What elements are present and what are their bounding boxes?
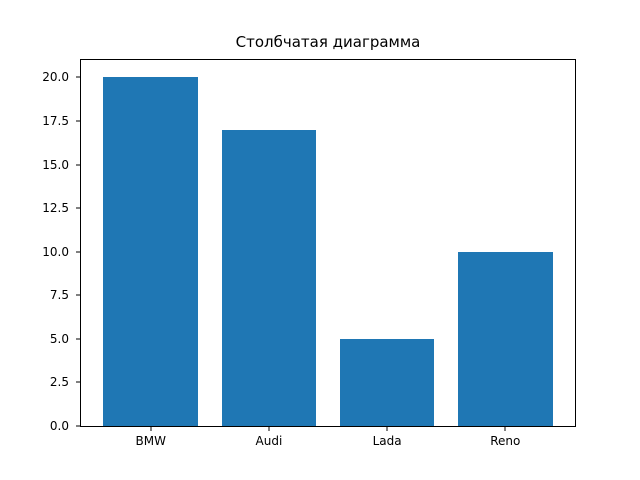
y-tick-label: 15.0 xyxy=(42,157,69,172)
y-tick-label: 5.0 xyxy=(49,331,69,346)
y-tick-label: 0.0 xyxy=(49,419,69,433)
y-tick-mark xyxy=(76,76,80,78)
x-tick-mark xyxy=(504,427,506,431)
y-tick-mark xyxy=(76,381,80,383)
y-tick-mark xyxy=(76,338,80,340)
y-tick-mark xyxy=(76,425,80,427)
y-tick-label: 10.0 xyxy=(42,244,69,259)
y-tick-label: 20.0 xyxy=(42,70,69,85)
chart-title: Столбчатая диаграмма xyxy=(235,33,421,51)
plot-area xyxy=(80,59,576,427)
y-tick-mark xyxy=(76,164,80,166)
bar-bmw xyxy=(103,77,198,426)
bar-reno xyxy=(458,251,553,426)
x-tick-label: Audi xyxy=(255,434,283,448)
y-tick-mark xyxy=(76,251,80,253)
y-tick-label: 2.5 xyxy=(49,375,69,390)
y-tick-label: 12.5 xyxy=(42,201,69,216)
x-tick-label: Reno xyxy=(490,434,521,448)
y-tick-label: 17.5 xyxy=(42,114,69,128)
y-tick-label: 7.5 xyxy=(49,288,69,303)
bar-audi xyxy=(221,129,317,426)
x-tick-label: BMW xyxy=(135,434,166,448)
x-tick-label: Lada xyxy=(372,434,402,448)
y-tick-mark xyxy=(76,294,80,296)
x-tick-mark xyxy=(386,427,388,431)
bar-lada xyxy=(339,338,435,426)
x-tick-mark xyxy=(268,427,270,431)
y-tick-mark xyxy=(76,120,80,122)
y-tick-mark xyxy=(76,207,80,209)
x-tick-mark xyxy=(150,427,152,431)
